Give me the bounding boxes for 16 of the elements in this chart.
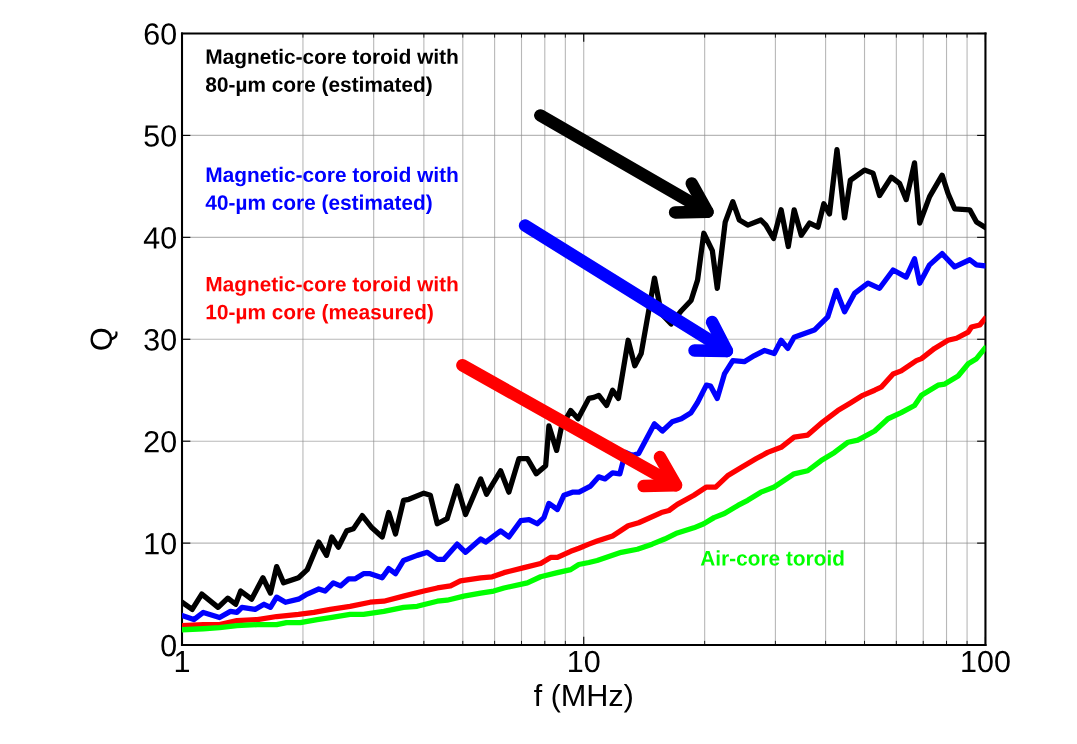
text: Magnetic-core toroid with 10-µm core (measured) [206, 276, 458, 324]
legend-label: Magnetic-core toroid with 80-µm core (estimated) [205, 48, 458, 97]
text: Magnetic-core toroid with 40-µm core (estimated) [205, 166, 458, 215]
x-tick-label: 1 [175, 651, 190, 673]
x-tick-label: 10 [569, 650, 600, 673]
y-tick-label: 0 [161, 634, 176, 657]
y-tick-label: 30 [144, 329, 176, 351]
y-tick-label: 50 [144, 125, 176, 147]
y-tick-label: 60 [144, 23, 176, 45]
series-label: Air-core toroid [700, 550, 844, 566]
x-axis-title: f (MHz) [534, 683, 632, 713]
y-tick-label: 20 [144, 430, 176, 453]
y-axis-title: Q [90, 328, 118, 350]
y-tick-label: 10 [145, 532, 176, 555]
x-tick-label: 100 [962, 650, 1010, 673]
y-tick-label: 40 [143, 227, 176, 249]
